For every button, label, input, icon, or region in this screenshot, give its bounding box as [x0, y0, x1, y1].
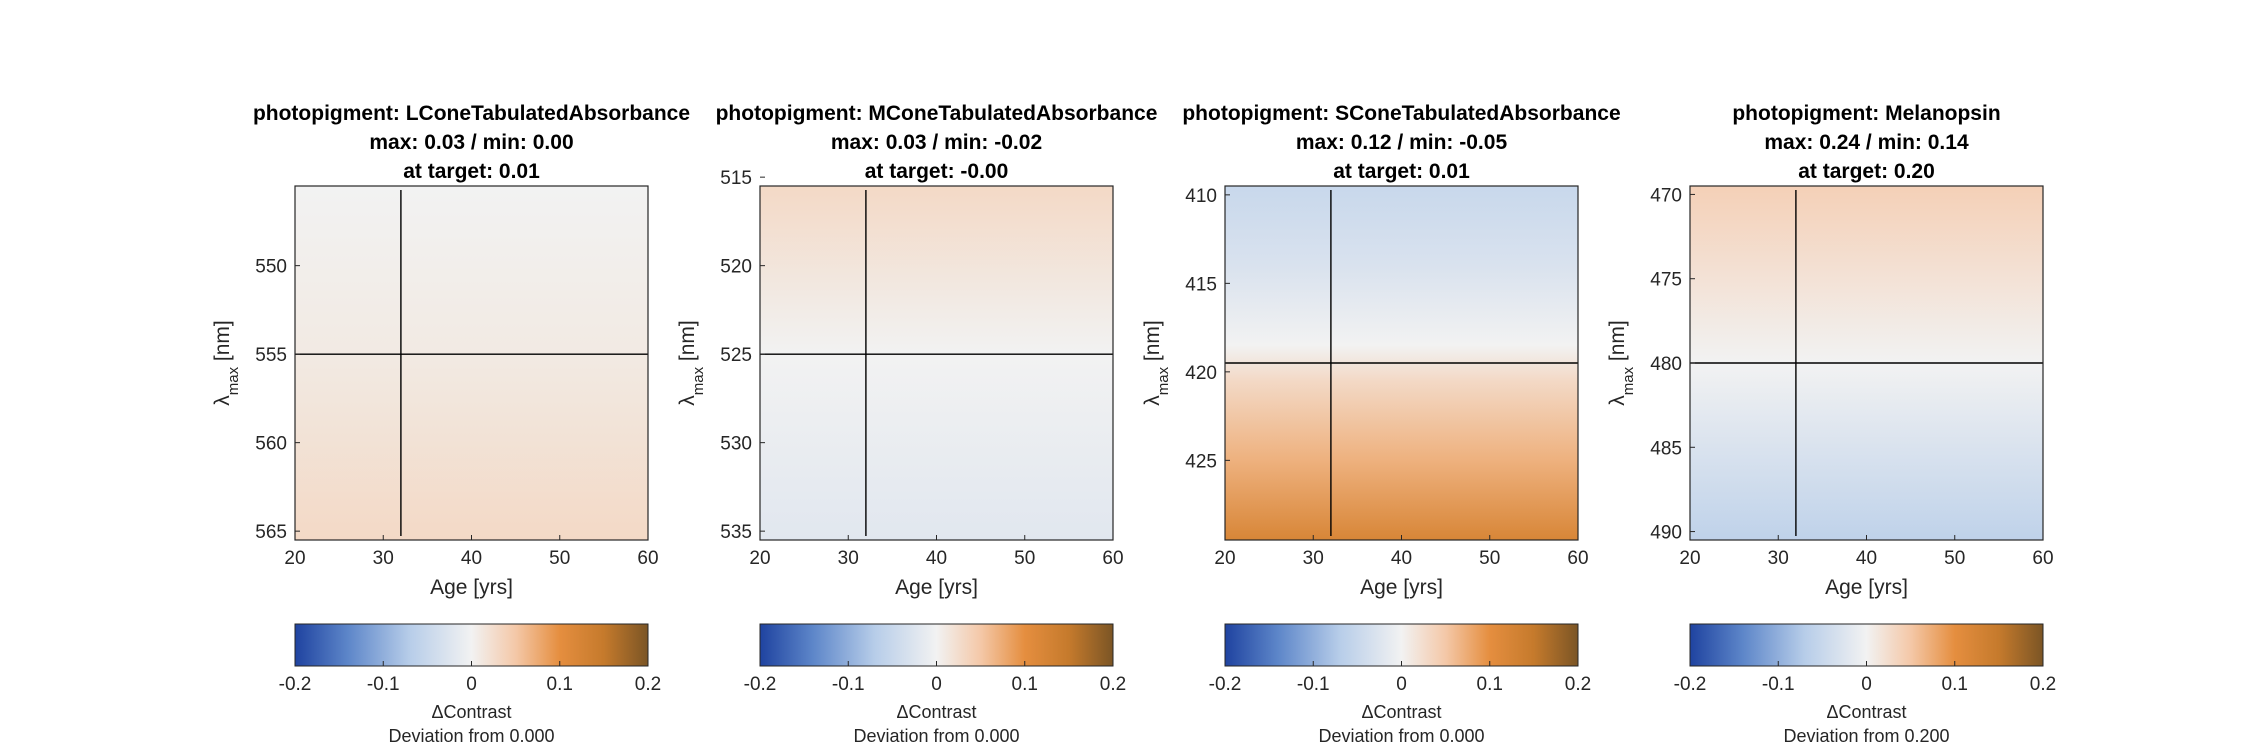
y-tick-label: 515: [720, 168, 752, 189]
y-tick-label: 485: [1650, 438, 1682, 459]
colorbar-sublabel: Deviation from 0.000: [1318, 726, 1484, 746]
y-tick-label: 480: [1650, 354, 1682, 375]
heatmap-image: [760, 186, 1113, 540]
chart-title-line-3: at target: 0.01: [1333, 160, 1470, 183]
chart-title-line-1: photopigment: SConeTabulatedAbsorbance: [1182, 102, 1620, 125]
y-axis-label: λmax [nm]: [1141, 320, 1172, 406]
colorbar: [1224, 623, 1579, 667]
colorbar-tick-label: 0: [931, 674, 942, 695]
chart-title-line-1: photopigment: LConeTabulatedAbsorbance: [253, 102, 690, 125]
colorbar: [294, 623, 649, 667]
y-axis-label: λmax [nm]: [1606, 320, 1637, 406]
y-tick-label: 535: [720, 522, 752, 543]
colorbar-tick-label: -0.2: [1209, 674, 1242, 695]
colorbar-tick-label: -0.1: [1762, 674, 1795, 695]
x-tick-label: 40: [1856, 548, 1877, 569]
chart-title-line-1: photopigment: MConeTabulatedAbsorbance: [716, 102, 1158, 125]
colorbar-tick-label: 0: [1396, 674, 1407, 695]
x-tick-label: 20: [284, 548, 305, 569]
chart-title-line-3: at target: -0.00: [865, 160, 1009, 183]
panel-2: 20 30 40 50 60 515 520 525 530 535 Age [yrs] λmax […: [676, 102, 1157, 746]
colorbar-tick-label: -0.1: [832, 674, 865, 695]
y-tick-label: 415: [1185, 274, 1217, 295]
chart-title-line-3: at target: 0.01: [403, 160, 540, 183]
colorbar-tick-label: 0.2: [2030, 674, 2056, 695]
x-axis-label: Age [yrs]: [1360, 576, 1443, 599]
chart-title-line-3: at target: 0.20: [1798, 160, 1935, 183]
y-axis-label: λmax [nm]: [676, 320, 707, 406]
panel-1: 20 30 40 50 60 550 555 560 565 Age [yrs] λmax [nm]…: [211, 102, 690, 746]
y-axis-label: λmax [nm]: [211, 320, 242, 406]
x-axis-label: Age [yrs]: [1825, 576, 1908, 599]
colorbar-tick-label: 0: [1861, 674, 1872, 695]
colorbar-tick-label: 0.1: [1012, 674, 1038, 695]
colorbar-tick-label: 0: [466, 674, 477, 695]
x-tick-label: 60: [1567, 548, 1588, 569]
colorbar-tick-label: -0.2: [279, 674, 312, 695]
x-tick-label: 60: [2032, 548, 2053, 569]
x-tick-label: 50: [1479, 548, 1500, 569]
panel-3: 20 30 40 50 60 410 415 420 425 Age [yrs] λmax [nm]…: [1141, 102, 1621, 746]
colorbar-sublabel: Deviation from 0.200: [1783, 726, 1949, 746]
x-tick-label: 40: [461, 548, 482, 569]
colorbar-label: ΔContrast: [1361, 702, 1441, 722]
x-axis-label: Age [yrs]: [895, 576, 978, 599]
x-tick-label: 50: [1944, 548, 1965, 569]
colorbar-tick-label: 0.1: [1477, 674, 1503, 695]
x-tick-label: 60: [1102, 548, 1123, 569]
colorbar-tick-label: 0.1: [547, 674, 573, 695]
y-tick-label: 530: [720, 434, 752, 455]
chart-title-line-2: max: 0.24 / min: 0.14: [1764, 131, 1969, 154]
x-tick-label: 30: [373, 548, 394, 569]
colorbar-tick-label: 0.1: [1942, 674, 1968, 695]
x-tick-label: 20: [1679, 548, 1700, 569]
y-tick-label: 420: [1185, 363, 1217, 384]
y-tick-label: 525: [720, 345, 752, 366]
x-tick-label: 30: [838, 548, 859, 569]
y-tick-label: 550: [255, 257, 287, 278]
y-tick-label: 565: [255, 522, 287, 543]
colorbar-sublabel: Deviation from 0.000: [853, 726, 1019, 746]
colorbar: [1689, 623, 2044, 667]
y-tick-label: 475: [1650, 270, 1682, 291]
chart-title-line-2: max: 0.03 / min: -0.02: [831, 131, 1042, 154]
y-tick-label: 425: [1185, 451, 1217, 472]
y-tick-label: 555: [255, 345, 287, 366]
y-tick-label: 490: [1650, 523, 1682, 544]
colorbar-label: ΔContrast: [896, 702, 976, 722]
y-tick-label: 410: [1185, 186, 1217, 207]
colorbar-tick-label: 0.2: [1565, 674, 1591, 695]
colorbar-tick-label: -0.1: [367, 674, 400, 695]
x-tick-label: 30: [1768, 548, 1789, 569]
y-tick-label: 520: [720, 257, 752, 278]
colorbar-tick-label: 0.2: [1100, 674, 1126, 695]
colorbar-tick-label: -0.2: [744, 674, 777, 695]
colorbar-label: ΔContrast: [431, 702, 511, 722]
x-tick-label: 40: [1391, 548, 1412, 569]
colorbar-tick-label: -0.1: [1297, 674, 1330, 695]
colorbar-tick-label: -0.2: [1674, 674, 1707, 695]
heatmap-image: [295, 186, 648, 540]
chart-title-line-2: max: 0.12 / min: -0.05: [1296, 131, 1508, 154]
x-tick-label: 40: [926, 548, 947, 569]
panel-4: 20 30 40 50 60 470 475 480 485 490 Age [yrs] λmax […: [1606, 102, 2056, 746]
colorbar-tick-label: 0.2: [635, 674, 661, 695]
x-tick-label: 60: [637, 548, 658, 569]
colorbar: [759, 623, 1114, 667]
x-axis-label: Age [yrs]: [430, 576, 513, 599]
x-tick-label: 50: [1014, 548, 1035, 569]
x-tick-label: 30: [1303, 548, 1324, 569]
y-tick-label: 560: [255, 434, 287, 455]
x-tick-label: 20: [749, 548, 770, 569]
colorbar-label: ΔContrast: [1826, 702, 1906, 722]
x-tick-label: 50: [549, 548, 570, 569]
chart-title-line-1: photopigment: Melanopsin: [1732, 102, 2000, 125]
colorbar-sublabel: Deviation from 0.000: [388, 726, 554, 746]
chart-title-line-2: max: 0.03 / min: 0.00: [369, 131, 573, 154]
x-tick-label: 20: [1214, 548, 1235, 569]
y-tick-label: 470: [1650, 185, 1682, 206]
